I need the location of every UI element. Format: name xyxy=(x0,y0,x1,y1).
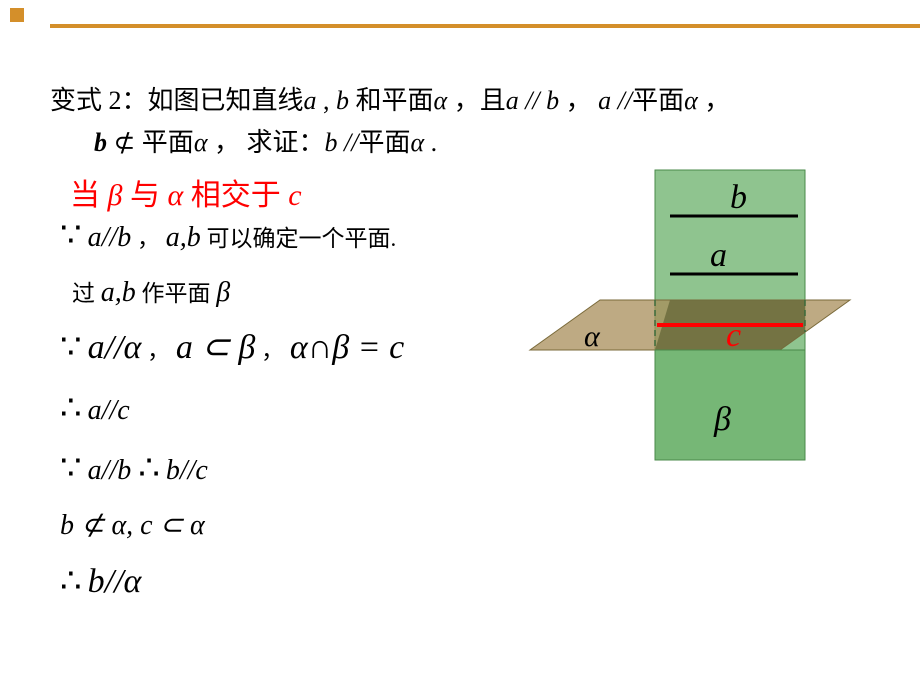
txt: . xyxy=(424,128,437,157)
expr: a//c xyxy=(88,395,130,426)
expr: a ⊂ β xyxy=(176,329,255,366)
var-alpha: α xyxy=(434,86,448,115)
txt: 作平面 xyxy=(136,281,217,306)
var-b: b xyxy=(336,86,349,115)
svg-text:b: b xyxy=(730,179,747,216)
therefore-icon xyxy=(60,390,88,427)
txt: ， xyxy=(559,86,598,115)
var-c: c xyxy=(288,179,301,212)
var-a: a xyxy=(304,86,317,115)
var-beta: β xyxy=(108,179,123,212)
svg-text:β: β xyxy=(713,401,731,438)
txt: 平面 xyxy=(358,128,410,157)
var-b: b xyxy=(94,128,107,157)
case-heading: 当 β 与 α 相交于 c xyxy=(70,170,302,214)
txt: 过 xyxy=(72,281,101,306)
because-icon xyxy=(60,329,88,366)
txt: 和平面 xyxy=(349,86,434,115)
txt: 变式 2：如图已知直线 xyxy=(50,86,304,115)
expr: b//c xyxy=(166,455,208,486)
svg-text:c: c xyxy=(726,317,741,354)
proof-row-6: b ⊄ α, c ⊂ α xyxy=(60,504,500,547)
txt: ， xyxy=(255,338,290,363)
corner-decoration xyxy=(0,0,920,40)
txt: 当 xyxy=(70,179,108,212)
var-alpha: α xyxy=(684,86,698,115)
var-alpha: α xyxy=(167,179,183,212)
txt: 与 xyxy=(122,179,167,212)
txt: ， 求证： xyxy=(207,128,324,157)
expr: b ⊄ α, c ⊂ α xyxy=(60,510,205,541)
expr: b//α xyxy=(88,563,142,600)
txt: ， xyxy=(141,338,176,363)
rel: a // b xyxy=(506,86,559,115)
txt: , xyxy=(317,86,337,115)
svg-text:a: a xyxy=(710,237,727,274)
expr: a,b xyxy=(166,222,201,253)
txt: ， xyxy=(698,86,731,115)
therefore-icon xyxy=(138,450,166,487)
var-alpha: α xyxy=(410,128,424,157)
proof-body: a//b ， a,b 可以确定一个平面. 过 a,b 作平面 β a//α ， … xyxy=(60,210,500,616)
expr: α∩β = c xyxy=(290,329,404,366)
because-icon xyxy=(60,217,88,254)
txt: 平面 xyxy=(632,86,684,115)
therefore-icon xyxy=(60,563,88,600)
txt: ， xyxy=(131,226,166,251)
problem-line1: 变式 2：如图已知直线a , b 和平面α ，且a // b ， a //平面α… xyxy=(50,80,810,122)
expr: a//b xyxy=(88,455,132,486)
txt: 可以确定一个平面. xyxy=(201,226,397,251)
slide: 变式 2：如图已知直线a , b 和平面α ，且a // b ， a //平面α… xyxy=(0,0,920,690)
proof-row-5: a//b b//c xyxy=(60,443,500,496)
proof-row-3: a//α ， a ⊂ β ， α∩β = c xyxy=(60,322,500,375)
var-alpha: α xyxy=(194,128,208,157)
geometry-diagram: ba c α β xyxy=(510,160,870,480)
proof-row-4: a//c xyxy=(60,383,500,436)
txt: 平面 xyxy=(142,128,194,157)
rel: b // xyxy=(324,128,358,157)
var-beta: β xyxy=(216,277,230,308)
because-icon xyxy=(60,450,88,487)
nsub: ⊄ xyxy=(107,128,142,157)
svg-text:α: α xyxy=(584,320,601,353)
proof-row-2: 过 a,b 作平面 β xyxy=(60,271,500,314)
proof-row-7: b//α xyxy=(60,556,500,609)
problem-statement: 变式 2：如图已知直线a , b 和平面α ，且a // b ， a //平面α… xyxy=(50,80,810,163)
txt: 相交于 xyxy=(183,179,288,212)
txt: ，且 xyxy=(447,86,506,115)
expr: a//b xyxy=(88,222,132,253)
rel: a // xyxy=(598,86,632,115)
proof-row-1: a//b ， a,b 可以确定一个平面. xyxy=(60,210,500,263)
expr: a//α xyxy=(88,329,142,366)
expr: a,b xyxy=(101,277,136,308)
problem-line2: b ⊄ 平面α ， 求证：b //平面α . xyxy=(50,122,810,164)
